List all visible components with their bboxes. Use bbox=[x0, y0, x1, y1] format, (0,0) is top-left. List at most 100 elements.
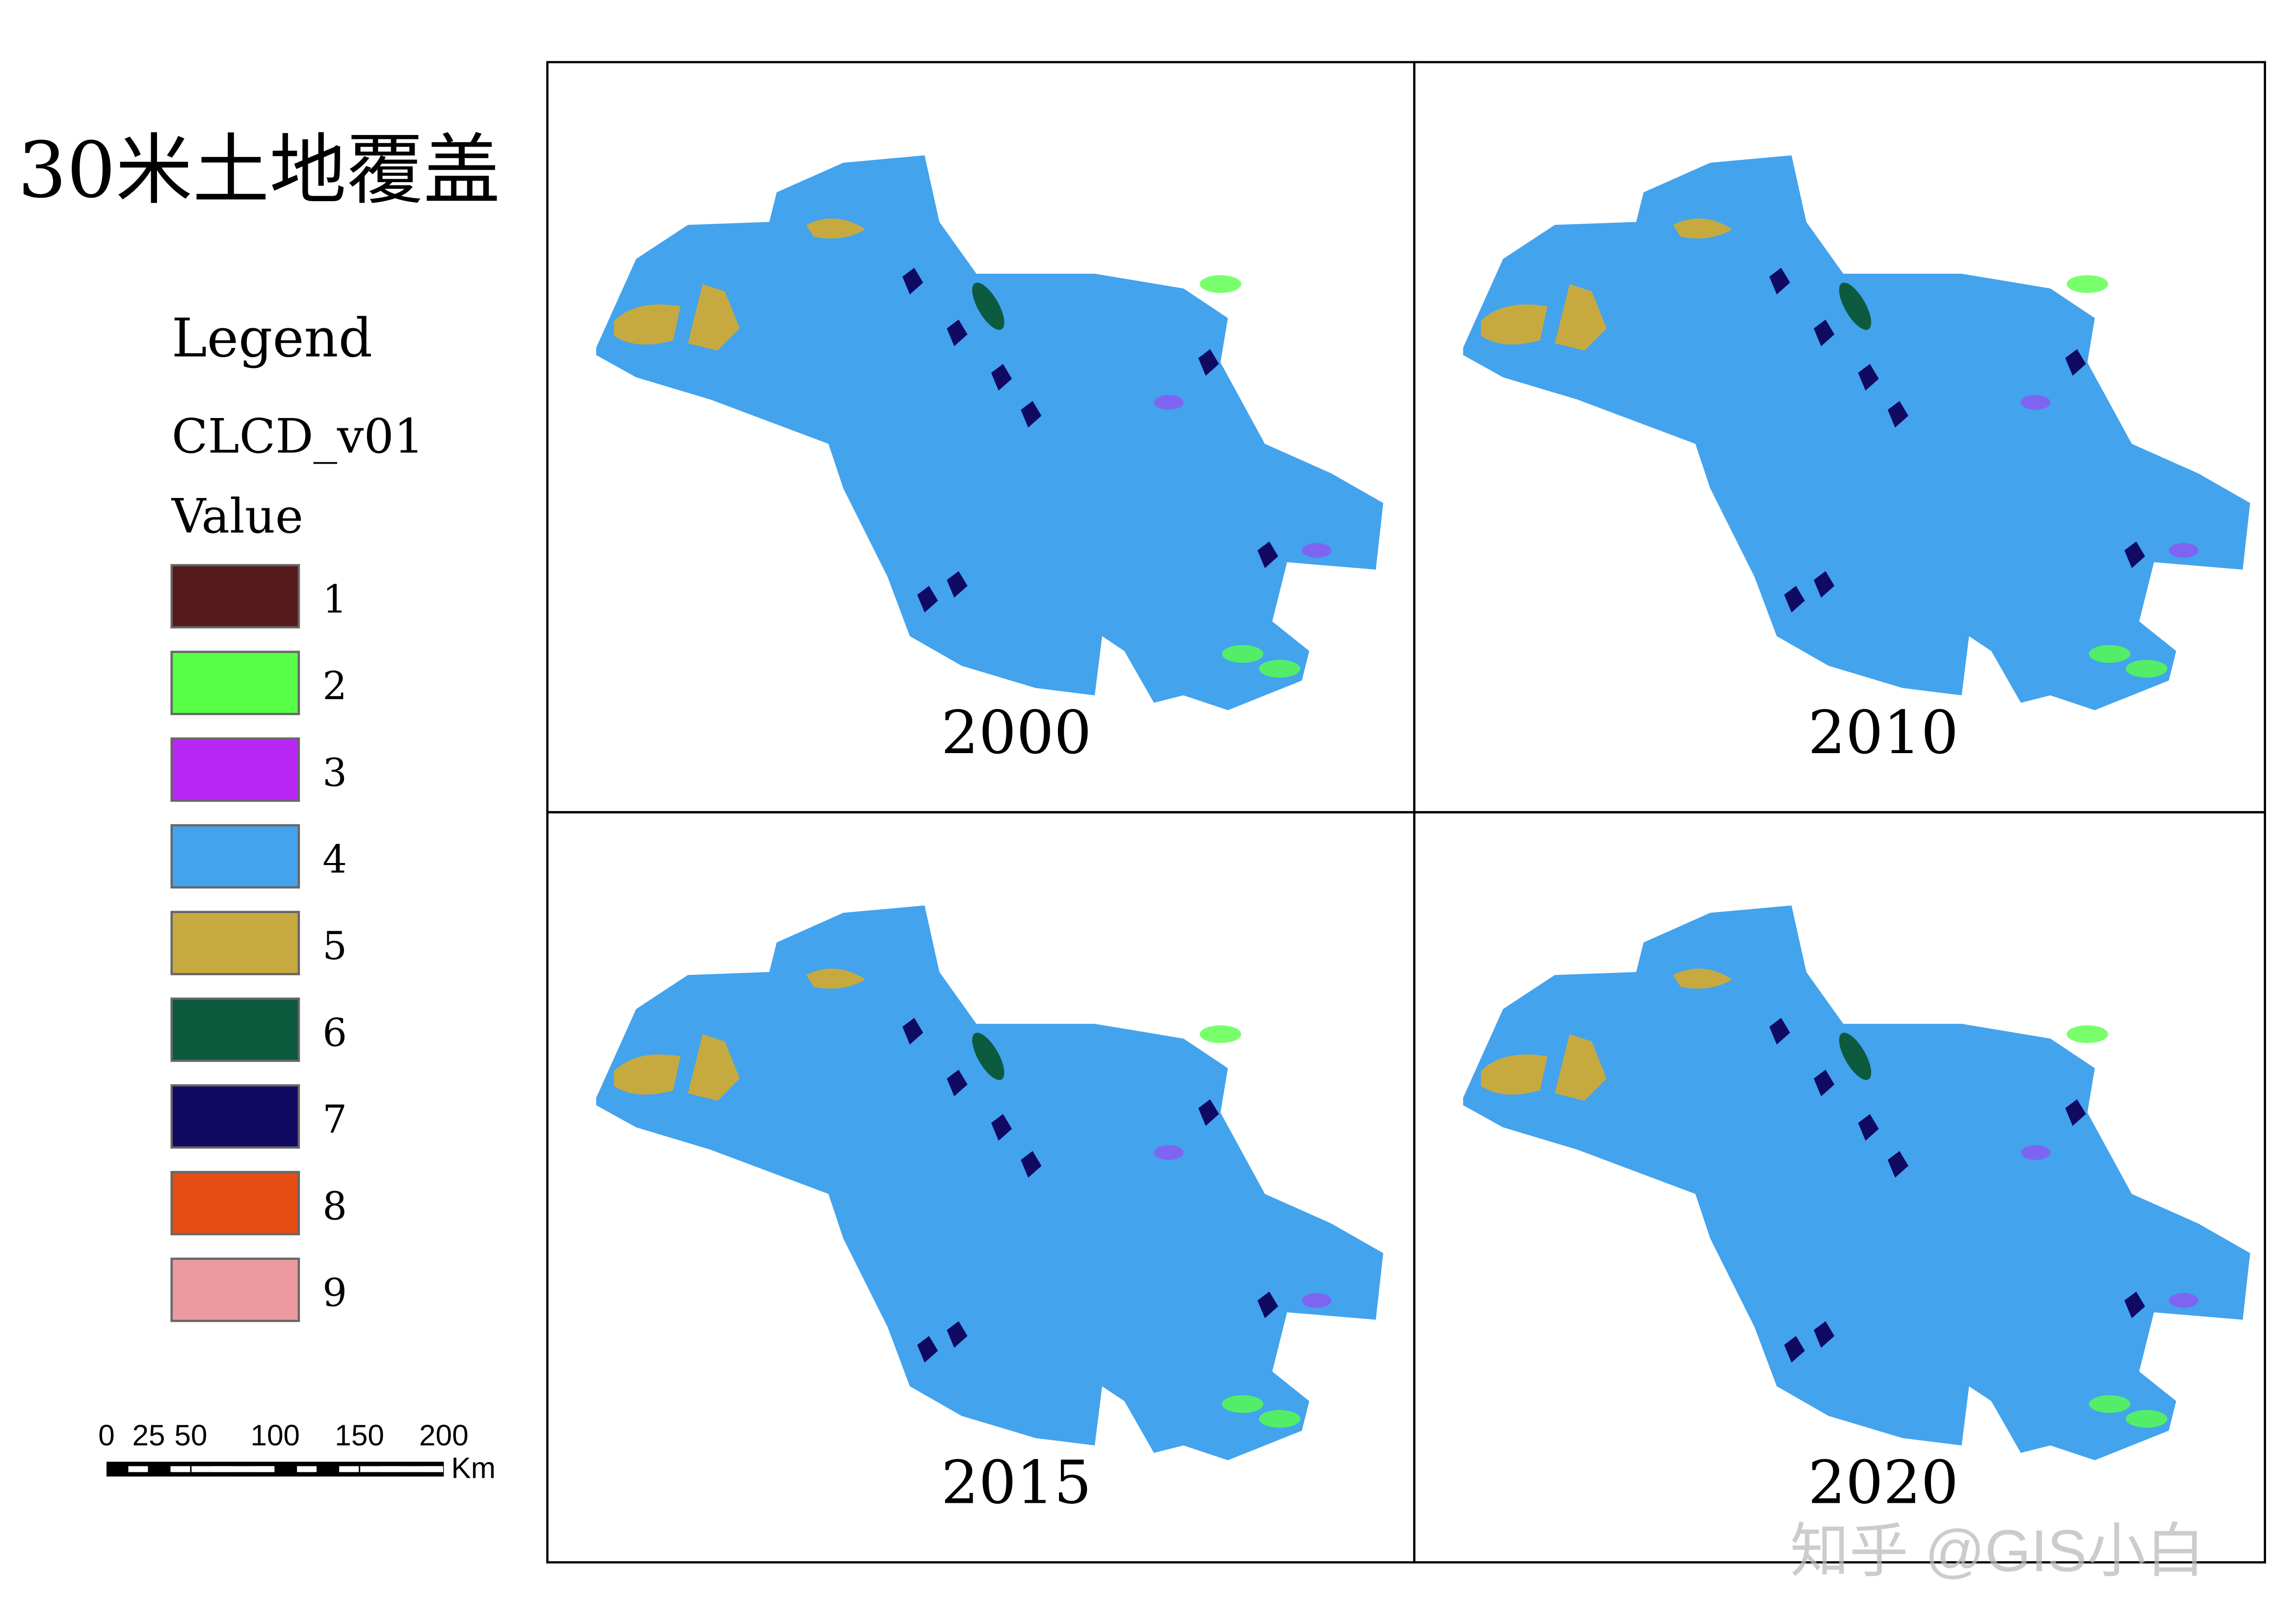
legend-label: 5 bbox=[322, 924, 347, 969]
highland-patch bbox=[902, 267, 924, 295]
lake bbox=[1839, 283, 1872, 330]
grass-patch bbox=[1200, 275, 1241, 293]
scalebar-label: 0 bbox=[98, 1418, 115, 1452]
highland-patch bbox=[1784, 586, 1805, 613]
highland-patch bbox=[1814, 319, 1835, 346]
shrub-patch bbox=[1154, 1145, 1184, 1160]
scalebar-segment bbox=[360, 1466, 443, 1472]
desert-patch bbox=[1555, 1034, 1607, 1101]
shrub-patch bbox=[1154, 395, 1184, 410]
highland-patch bbox=[1198, 349, 1219, 376]
highland-patch bbox=[1814, 571, 1835, 598]
region bbox=[596, 155, 1383, 710]
highland-patch bbox=[902, 1018, 924, 1045]
highland-patch bbox=[1784, 1335, 1805, 1363]
highland-patch bbox=[991, 364, 1012, 391]
desert-patch bbox=[806, 969, 866, 989]
desert-patch bbox=[614, 304, 681, 345]
legend-swatch bbox=[170, 911, 300, 975]
panel-year: 2000 bbox=[941, 699, 1092, 767]
desert-patch bbox=[687, 284, 740, 351]
desert-patch bbox=[614, 1054, 681, 1095]
legend-swatch bbox=[170, 1084, 300, 1149]
highland-patch bbox=[1769, 267, 1790, 295]
legend-label: 7 bbox=[322, 1098, 347, 1142]
scalebar-unit: Km bbox=[451, 1451, 496, 1484]
desert-patch bbox=[1555, 284, 1607, 351]
highland-patch bbox=[1858, 364, 1879, 391]
desert-patch bbox=[687, 1034, 740, 1101]
highland-patch bbox=[1858, 1114, 1879, 1141]
desert-patch bbox=[1673, 218, 1733, 239]
region bbox=[1463, 905, 2250, 1461]
desert-patch bbox=[1480, 1054, 1548, 1095]
grass-patch bbox=[1222, 645, 1264, 663]
lake bbox=[1839, 1032, 1872, 1080]
scalebar-segment bbox=[170, 1466, 190, 1472]
grass-patch bbox=[1200, 1025, 1241, 1043]
shrub-patch bbox=[2021, 395, 2051, 410]
panel-year: 2015 bbox=[941, 1449, 1092, 1518]
legend-field: Value bbox=[171, 489, 303, 544]
legend-label: 2 bbox=[322, 664, 347, 708]
highland-patch bbox=[2124, 1291, 2145, 1318]
legend-swatch bbox=[170, 737, 300, 802]
grass-patch bbox=[2126, 1410, 2167, 1428]
highland-patch bbox=[947, 571, 968, 598]
scalebar-segment bbox=[297, 1466, 317, 1472]
highland-patch bbox=[1814, 1321, 1835, 1348]
panel-year: 2020 bbox=[1808, 1449, 1958, 1518]
legend-label: 4 bbox=[322, 838, 347, 882]
watermark: 知乎 @GIS小白 bbox=[1790, 1518, 2205, 1584]
highland-patch bbox=[1198, 1099, 1219, 1126]
legend-label: 6 bbox=[322, 1011, 347, 1055]
shrub-patch bbox=[2021, 1145, 2051, 1160]
panel-year: 2010 bbox=[1808, 699, 1958, 767]
desert-patch bbox=[806, 218, 866, 239]
scalebar-label: 25 bbox=[132, 1418, 165, 1452]
highland-patch bbox=[1814, 1070, 1835, 1097]
scalebar-segment bbox=[339, 1466, 359, 1472]
map-panel: 2020 bbox=[1413, 811, 2266, 1564]
highland-patch bbox=[947, 1321, 968, 1348]
grass-patch bbox=[2088, 645, 2131, 663]
legend-label: 9 bbox=[322, 1271, 347, 1315]
legend-title: Legend bbox=[172, 307, 372, 369]
legend-swatch bbox=[170, 651, 300, 715]
highland-patch bbox=[947, 319, 968, 346]
shrub-patch bbox=[1302, 543, 1332, 558]
map-panel: 2010 bbox=[1413, 61, 2266, 813]
highland-patch bbox=[917, 586, 938, 613]
legend-layer: CLCD_v01 bbox=[172, 409, 424, 464]
grass-patch bbox=[2066, 1025, 2109, 1043]
highland-patch bbox=[2124, 541, 2145, 568]
grass-patch bbox=[1259, 659, 1301, 678]
highland-patch bbox=[2065, 1099, 2086, 1126]
grass-patch bbox=[2066, 275, 2109, 293]
highland-patch bbox=[917, 1335, 938, 1363]
legend-label: 8 bbox=[322, 1184, 347, 1229]
region bbox=[596, 905, 1383, 1461]
highland-patch bbox=[1021, 1151, 1042, 1178]
legend-label: 3 bbox=[322, 751, 347, 795]
lake bbox=[972, 283, 1004, 330]
desert-patch bbox=[1673, 969, 1733, 989]
lake bbox=[972, 1032, 1004, 1080]
legend-swatch bbox=[170, 997, 300, 1062]
scalebar-label: 50 bbox=[174, 1418, 207, 1452]
panel-frame bbox=[1413, 811, 2266, 1564]
grass-patch bbox=[1259, 1410, 1301, 1428]
scalebar-label: 200 bbox=[419, 1418, 469, 1452]
legend-swatch bbox=[170, 1171, 300, 1235]
shrub-patch bbox=[2168, 1293, 2199, 1308]
legend-swatch bbox=[170, 1257, 300, 1322]
shrub-patch bbox=[2168, 543, 2199, 558]
highland-patch bbox=[2065, 349, 2086, 376]
highland-patch bbox=[991, 1114, 1012, 1141]
shrub-patch bbox=[1302, 1293, 1332, 1308]
desert-patch bbox=[1480, 304, 1548, 345]
grass-patch bbox=[2126, 659, 2167, 678]
highland-patch bbox=[947, 1070, 968, 1097]
legend-label: 1 bbox=[322, 577, 347, 622]
